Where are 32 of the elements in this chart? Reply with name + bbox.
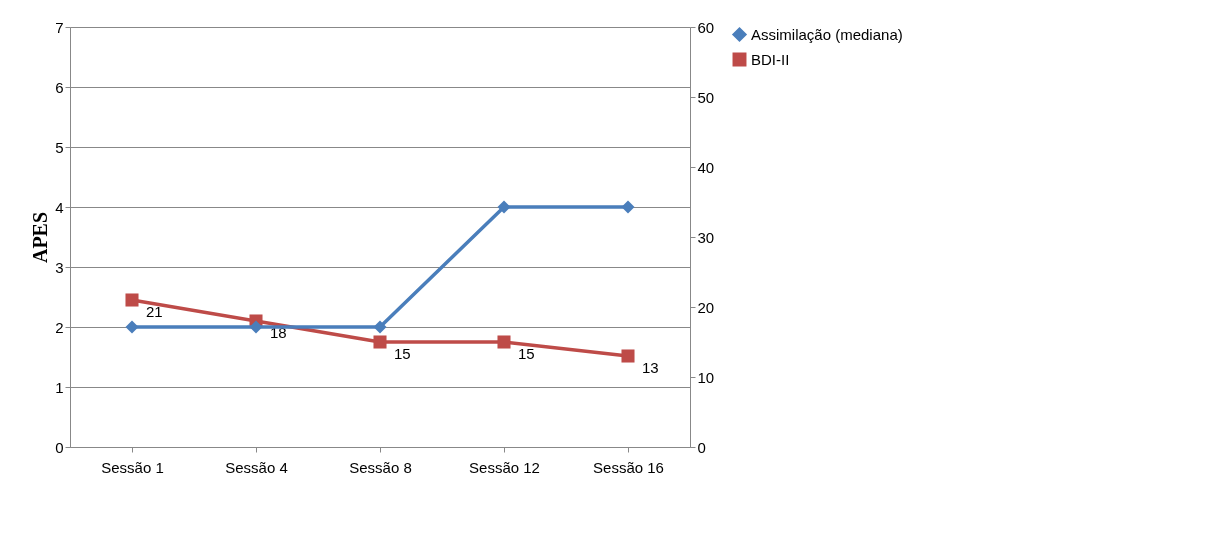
x-tick-label: Sessão 8 [349,458,412,476]
y-tick-label: 2 [55,318,64,336]
point [373,335,387,349]
x-tick-label: Sessão 12 [469,458,540,476]
data-label: 15 [394,345,411,362]
x-tick-label: Sessão 1 [101,458,164,476]
y2-tick-label: 60 [697,18,715,36]
y-tick-label: 3 [55,258,64,276]
y2-tick-label: 50 [697,88,715,106]
y-tick-label: 6 [55,78,64,96]
legend-label: Assimilação (mediana) [751,25,903,43]
legend-label: BDI-II [751,50,790,68]
x-tick-label: Sessão 16 [593,458,664,476]
point [125,293,139,307]
y2-tick-label: 30 [697,228,715,246]
point [497,335,511,349]
y-tick-label: 1 [55,378,64,396]
y-tick-label: 5 [55,138,64,156]
data-label: 13 [642,359,659,376]
point [621,349,635,363]
y-axis-title: APES [29,211,52,264]
y-tick-label: 4 [55,198,64,216]
data-label: 21 [146,303,163,320]
y-tick-label: 7 [55,18,64,36]
y-tick-label: 0 [55,438,64,456]
data-label: 18 [270,324,287,341]
y2-tick-label: 20 [697,298,715,316]
x-tick-label: Sessão 4 [225,458,288,476]
y2-tick-label: 40 [697,158,715,176]
y2-tick-label: 0 [697,438,706,456]
y2-tick-label: 10 [697,368,715,386]
data-label: 15 [518,345,535,362]
